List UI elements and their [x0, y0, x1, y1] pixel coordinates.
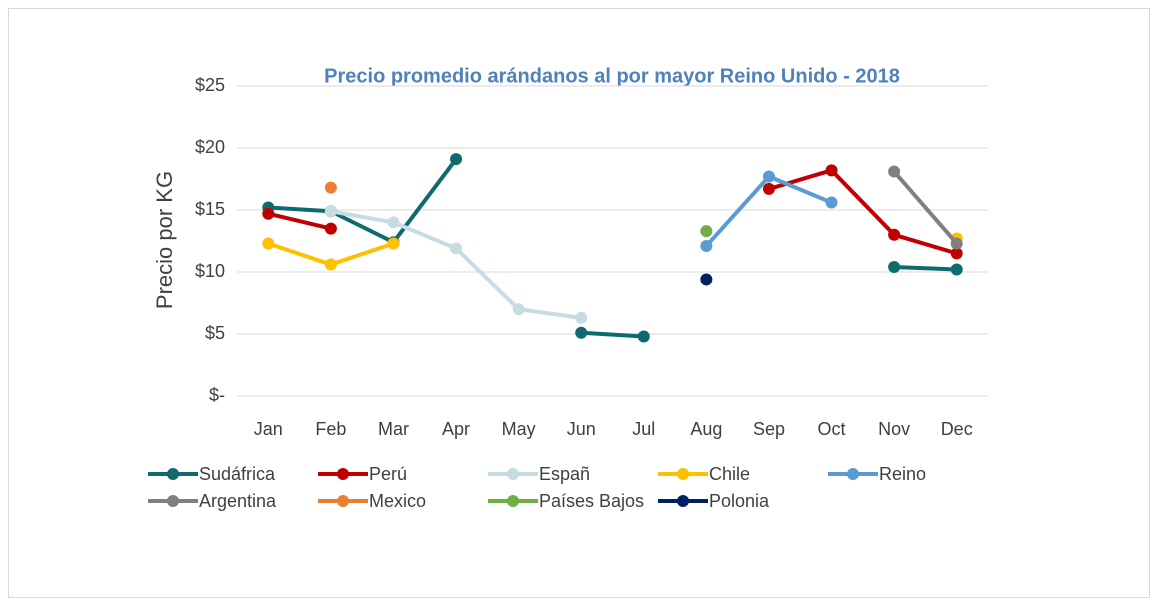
x-tick-label: Jan: [254, 419, 283, 439]
data-point: [700, 225, 713, 238]
legend-label: Reino: [879, 464, 926, 484]
x-tick-label: Oct: [818, 419, 846, 439]
x-tick-label: Sep: [753, 419, 785, 439]
series-line: [268, 157, 957, 339]
y-tick-label: $-: [209, 385, 225, 405]
legend-marker: [507, 468, 519, 480]
data-point: [324, 222, 337, 235]
chart-title: Precio promedio arándanos al por mayor R…: [324, 65, 900, 87]
legend-label: Países Bajos: [539, 491, 644, 511]
x-tick-label: Dec: [941, 419, 973, 439]
data-point: [700, 273, 713, 286]
data-point: [387, 216, 400, 229]
data-point: [950, 237, 963, 250]
data-point: [450, 153, 463, 166]
legend-label: Mexico: [369, 491, 426, 511]
x-tick-label: May: [502, 419, 536, 439]
legend-marker: [167, 495, 179, 507]
data-point: [825, 196, 838, 209]
legend-marker: [677, 495, 689, 507]
data-point: [575, 326, 588, 339]
legend-label: Polonia: [709, 491, 770, 511]
x-tick-label: Apr: [442, 419, 470, 439]
data-point: [512, 303, 525, 316]
data-point: [950, 263, 963, 276]
legend-label: Españ: [539, 464, 590, 484]
data-point: [324, 181, 337, 194]
legend-label: Chile: [709, 464, 750, 484]
y-tick-label: $25: [195, 75, 225, 95]
x-tick-label: Jun: [567, 419, 596, 439]
x-tick-label: Nov: [878, 419, 910, 439]
data-point: [950, 247, 963, 260]
series-line: [267, 168, 958, 256]
data-point: [700, 239, 713, 252]
data-point: [324, 205, 337, 218]
y-tick-label: $5: [205, 323, 225, 343]
legend-label: Perú: [369, 464, 407, 484]
legend-label: Argentina: [199, 491, 277, 511]
x-tick-label: Jul: [632, 419, 655, 439]
y-tick-label: $20: [195, 137, 225, 157]
data-point: [888, 261, 901, 274]
legend-marker: [677, 468, 689, 480]
legend-marker: [847, 468, 859, 480]
x-tick-label: Mar: [378, 419, 409, 439]
legend-marker: [337, 495, 349, 507]
legend-marker: [167, 468, 179, 480]
data-point: [324, 258, 337, 271]
chart-frame: [8, 8, 1150, 598]
data-point: [387, 237, 400, 250]
data-point: [637, 330, 650, 343]
legend-label: Sudáfrica: [199, 464, 276, 484]
data-point: [762, 182, 775, 195]
x-tick-label: Feb: [315, 419, 346, 439]
data-point: [888, 165, 901, 178]
data-point: [450, 242, 463, 255]
series-line: [892, 170, 959, 245]
y-tick-label: $10: [195, 261, 225, 281]
x-tick-label: Aug: [690, 419, 722, 439]
data-point: [762, 170, 775, 183]
data-point: [262, 237, 275, 250]
data-point: [825, 164, 838, 177]
y-tick-label: $15: [195, 199, 225, 219]
data-point: [888, 228, 901, 241]
y-axis-label: Precio por KG: [152, 171, 177, 309]
legend-marker: [337, 468, 349, 480]
data-point: [575, 311, 588, 324]
data-point: [262, 207, 275, 220]
legend-marker: [507, 495, 519, 507]
